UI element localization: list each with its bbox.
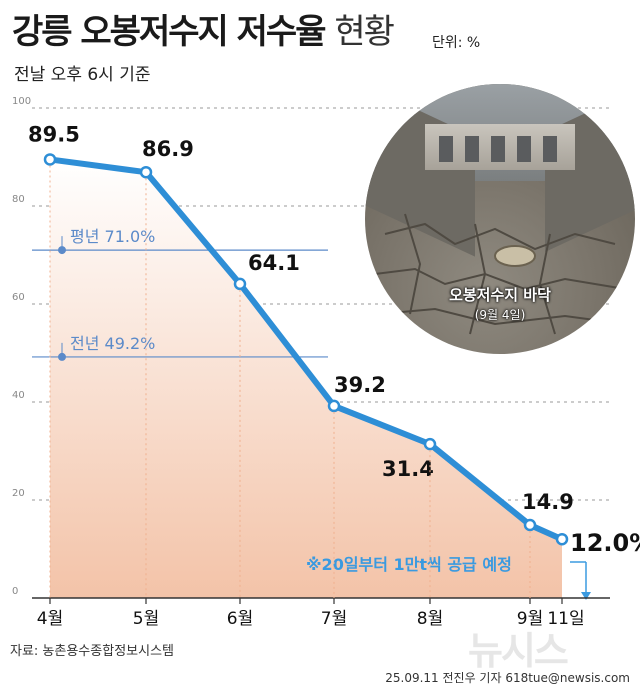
chart-subtitle: 전날 오후 6시 기준 [14, 65, 151, 85]
reference-label-value: 71.0% [105, 227, 156, 246]
reference-marker [58, 352, 66, 361]
x-tick-label: 8월 [417, 609, 443, 629]
x-tick-label: 6월 [227, 609, 253, 629]
data-point [555, 532, 569, 546]
x-tick-label: 5월 [133, 609, 159, 629]
data-point [327, 399, 341, 413]
reference-label-value: 49.2% [105, 334, 156, 353]
unit-label: 단위: % [432, 35, 481, 51]
data-point [423, 437, 437, 451]
chart-title: 강릉 오봉저수지 저수율 현황 [12, 4, 395, 53]
data-label: 12.0% [570, 529, 640, 557]
y-tick-label: 100 [12, 96, 31, 107]
data-label: 14.9 [522, 490, 574, 514]
annotation-arrow-head [581, 592, 591, 600]
title-light: 현황 [334, 12, 395, 52]
x-tick-label: 7월 [321, 609, 347, 629]
x-tick-label: 9월 [517, 609, 543, 629]
data-point [43, 153, 57, 166]
credit-note: 25.09.11 전진우 기자 618tue@newsis.com [385, 671, 630, 685]
data-point [139, 165, 153, 179]
data-label: 31.4 [382, 457, 434, 481]
reference-label-prefix: 평년 [70, 227, 105, 246]
reference-marker [58, 246, 66, 255]
x-tick-label: 4월 [37, 609, 63, 629]
y-tick-label: 0 [12, 586, 18, 597]
data-point [523, 518, 537, 532]
y-tick-label: 60 [12, 292, 25, 303]
data-label: 86.9 [142, 137, 194, 161]
data-label: 39.2 [334, 373, 386, 397]
photo-caption: 오봉저수지 바닥 [449, 286, 551, 304]
source-note: 자료: 농촌용수종합정보시스템 [10, 644, 174, 659]
y-tick-label: 80 [12, 194, 25, 205]
data-label: 64.1 [248, 251, 300, 275]
data-label: 89.5 [28, 122, 80, 146]
title-bold: 강릉 오봉저수지 저수율 [12, 12, 326, 52]
x-tick-label: 11일 [547, 609, 584, 629]
newsis-logo: 뉴시스 [468, 629, 569, 673]
y-tick-label: 40 [12, 390, 25, 401]
y-tick-label: 20 [12, 488, 25, 499]
annotation-text: ※20일부터 1만t씩 공급 예정 [306, 555, 512, 574]
photo-date: (9월 4일) [474, 308, 526, 322]
reservoir-photo: 오봉저수지 바닥 (9월 4일) [365, 84, 635, 354]
reference-label: 전년 49.2% [70, 334, 155, 353]
reference-label-prefix: 전년 [70, 334, 105, 353]
cracked-ground [374, 213, 626, 335]
data-point [233, 277, 247, 291]
reference-label: 평년 71.0% [70, 227, 155, 246]
area-fill [50, 159, 562, 598]
dam-structure [425, 124, 575, 170]
